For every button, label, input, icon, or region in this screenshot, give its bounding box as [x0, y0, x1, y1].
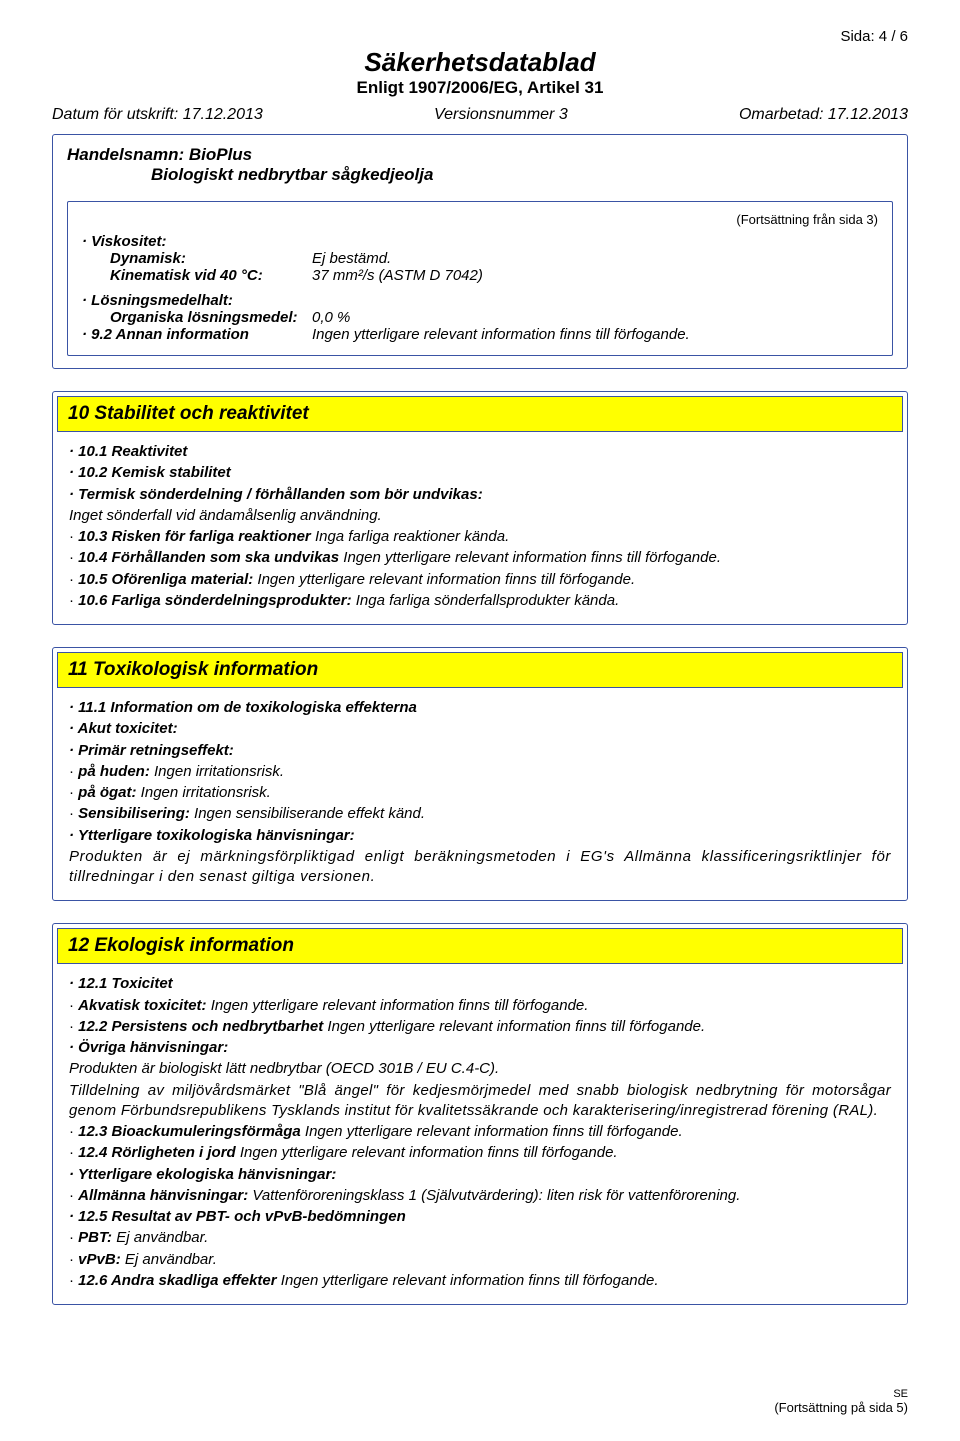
s10-incompatible-text: Ingen ytterligare relevant information f…	[253, 571, 635, 588]
s10-conditions: 10.4 Förhållanden som ska undvikas Ingen…	[69, 548, 891, 568]
s12-other: Övriga hänvisningar:	[69, 1038, 891, 1058]
s11-sensit-label: Sensibilisering:	[78, 805, 190, 822]
section-10-header: 10 Stabilitet och reaktivitet	[57, 396, 903, 432]
product-desc: Biologiskt nedbrytbar sågkedjeolja	[151, 165, 893, 185]
s11-sensit-text: Ingen sensibiliserande effekt känd.	[190, 805, 425, 822]
s12-pbt: PBT: Ej användbar.	[69, 1228, 891, 1248]
s12-pbt-assess: 12.5 Resultat av PBT- och vPvB-bedömning…	[69, 1207, 891, 1227]
s11-primary: Primär retningseffekt:	[69, 741, 891, 761]
s11-skin: på huden: Ingen irritationsrisk.	[69, 762, 891, 782]
viscosity-label: Viskositet:	[82, 233, 878, 250]
s10-thermal: Termisk sönderdelning / förhållanden som…	[69, 485, 891, 505]
organic-solvent-label: Organiska lösningsmedel:	[110, 309, 312, 326]
section-12-header: 12 Ekologisk information	[57, 928, 903, 964]
section-11-body: 11.1 Information om de toxikologiska eff…	[53, 698, 907, 890]
footer-code: SE	[774, 1388, 908, 1400]
s12-vpvb: vPvB: Ej användbar.	[69, 1250, 891, 1270]
s11-eye-label: på ögat:	[78, 784, 136, 801]
page-indicator: Sida: 4 / 6	[52, 28, 908, 45]
s11-additional: Ytterligare toxikologiska hänvisningar:	[69, 826, 891, 846]
s12-bioaccum: 12.3 Bioackumuleringsförmåga Ingen ytter…	[69, 1122, 891, 1142]
s10-conditions-text: Ingen ytterligare relevant information f…	[339, 549, 721, 566]
s10-hazreact: 10.3 Risken för farliga reaktioner Inga …	[69, 527, 891, 547]
continuation-note: (Fortsättning från sida 3)	[82, 212, 878, 227]
s10-hazreact-text: Inga farliga reaktioner kända.	[311, 528, 509, 545]
document-title: Säkerhetsdatablad	[52, 47, 908, 78]
s10-stability: 10.2 Kemisk stabilitet	[69, 463, 891, 483]
s10-incompatible-label: 10.5 Oförenliga material:	[78, 571, 253, 588]
solvent-label: Lösningsmedelhalt:	[82, 292, 878, 309]
s10-thermal-text: Inget sönderfall vid ändamålsenlig använ…	[69, 506, 891, 526]
page: Sida: 4 / 6 Säkerhetsdatablad Enligt 190…	[0, 0, 960, 1441]
other-info-label: 9.2 Annan information	[82, 326, 312, 343]
kinematic-value: 37 mm²/s (ASTM D 7042)	[312, 267, 878, 284]
s12-blue-angel: Tilldelning av miljövårdsmärket "Blå äng…	[69, 1081, 891, 1122]
footer-continuation: (Fortsättning på sida 5)	[774, 1400, 908, 1415]
section-11-header: 11 Toxikologisk information	[57, 652, 903, 688]
s10-hazreact-label: 10.3 Risken för farliga reaktioner	[78, 528, 311, 545]
s12-general: Allmänna hänvisningar: Vattenförorenings…	[69, 1186, 891, 1206]
s10-reactivity: 10.1 Reaktivitet	[69, 442, 891, 462]
s12-biodegradable: Produkten är biologiskt lätt nedbrytbar …	[69, 1059, 891, 1079]
s12-other-adverse-label: 12.6 Andra skadliga effekter	[78, 1272, 276, 1289]
product-name: Handelsnamn: BioPlus	[67, 145, 893, 165]
s12-persistence: 12.2 Persistens och nedbrytbarhet Ingen …	[69, 1017, 891, 1037]
s10-incompatible: 10.5 Oförenliga material: Ingen ytterlig…	[69, 570, 891, 590]
s12-bioaccum-text: Ingen ytterligare relevant information f…	[301, 1123, 683, 1140]
s10-decomp-label: 10.6 Farliga sönderdelningsprodukter:	[78, 592, 351, 609]
s12-persistence-text: Ingen ytterligare relevant information f…	[323, 1018, 705, 1035]
s12-persistence-label: 12.2 Persistens och nedbrytbarhet	[78, 1018, 323, 1035]
s10-conditions-label: 10.4 Förhållanden som ska undvikas	[78, 549, 339, 566]
s12-toxicity: 12.1 Toxicitet	[69, 974, 891, 994]
s10-decomp: 10.6 Farliga sönderdelningsprodukter: In…	[69, 591, 891, 611]
revised-date: Omarbetad: 17.12.2013	[739, 106, 908, 124]
section-12-body: 12.1 Toxicitet Akvatisk toxicitet: Ingen…	[53, 974, 907, 1294]
dynamic-value: Ej bestämd.	[312, 250, 878, 267]
section-10: 10 Stabilitet och reaktivitet 10.1 Reakt…	[52, 391, 908, 625]
s12-pbt-label: PBT:	[78, 1229, 112, 1246]
s12-mobility-text: Ingen ytterligare relevant information f…	[236, 1144, 618, 1161]
s11-additional-text: Produkten är ej märkningsförpliktigad en…	[69, 847, 891, 888]
s12-general-text: Vattenföroreningsklass 1 (Självutvärderi…	[248, 1187, 740, 1204]
s12-aquatic: Akvatisk toxicitet: Ingen ytterligare re…	[69, 996, 891, 1016]
dynamic-label: Dynamisk:	[110, 250, 312, 267]
s12-general-label: Allmänna hänvisningar:	[78, 1187, 248, 1204]
footer: SE (Fortsättning på sida 5)	[774, 1388, 908, 1415]
other-info-value: Ingen ytterligare relevant information f…	[312, 326, 878, 343]
s11-acute: Akut toxicitet:	[69, 719, 891, 739]
version-number: Versionsnummer 3	[434, 106, 568, 124]
kinematic-label: Kinematisk vid 40 °C:	[110, 267, 312, 284]
s11-eye-text: Ingen irritationsrisk.	[137, 784, 271, 801]
s12-mobility: 12.4 Rörligheten i jord Ingen ytterligar…	[69, 1143, 891, 1163]
s12-bioaccum-label: 12.3 Bioackumuleringsförmåga	[78, 1123, 301, 1140]
properties-frame: (Fortsättning från sida 3) Viskositet: D…	[67, 201, 893, 356]
meta-row: Datum för utskrift: 17.12.2013 Versionsn…	[52, 106, 908, 124]
s12-pbt-text: Ej användbar.	[112, 1229, 208, 1246]
s10-decomp-text: Inga farliga sönderfallsprodukter kända.	[352, 592, 620, 609]
s12-eco-additional: Ytterligare ekologiska hänvisningar:	[69, 1165, 891, 1185]
s11-skin-label: på huden:	[78, 763, 150, 780]
organic-solvent-value: 0,0 %	[312, 309, 878, 326]
s11-eye: på ögat: Ingen irritationsrisk.	[69, 783, 891, 803]
s12-other-adverse-text: Ingen ytterligare relevant information f…	[277, 1272, 659, 1289]
document-subtitle: Enligt 1907/2006/EG, Artikel 31	[52, 78, 908, 98]
s12-vpvb-text: Ej användbar.	[121, 1251, 217, 1268]
section-11: 11 Toxikologisk information 11.1 Informa…	[52, 647, 908, 901]
s12-vpvb-label: vPvB:	[78, 1251, 121, 1268]
print-date: Datum för utskrift: 17.12.2013	[52, 106, 263, 124]
s12-other-adverse: 12.6 Andra skadliga effekter Ingen ytter…	[69, 1271, 891, 1291]
product-frame: Handelsnamn: BioPlus Biologiskt nedbrytb…	[52, 134, 908, 369]
section-12: 12 Ekologisk information 12.1 Toxicitet …	[52, 923, 908, 1305]
s12-aquatic-label: Akvatisk toxicitet:	[78, 997, 206, 1014]
s11-sensit: Sensibilisering: Ingen sensibiliserande …	[69, 804, 891, 824]
s11-effects: 11.1 Information om de toxikologiska eff…	[69, 698, 891, 718]
s12-aquatic-text: Ingen ytterligare relevant information f…	[207, 997, 589, 1014]
s12-mobility-label: 12.4 Rörligheten i jord	[78, 1144, 236, 1161]
s11-skin-text: Ingen irritationsrisk.	[150, 763, 284, 780]
section-10-body: 10.1 Reaktivitet 10.2 Kemisk stabilitet …	[53, 442, 907, 614]
